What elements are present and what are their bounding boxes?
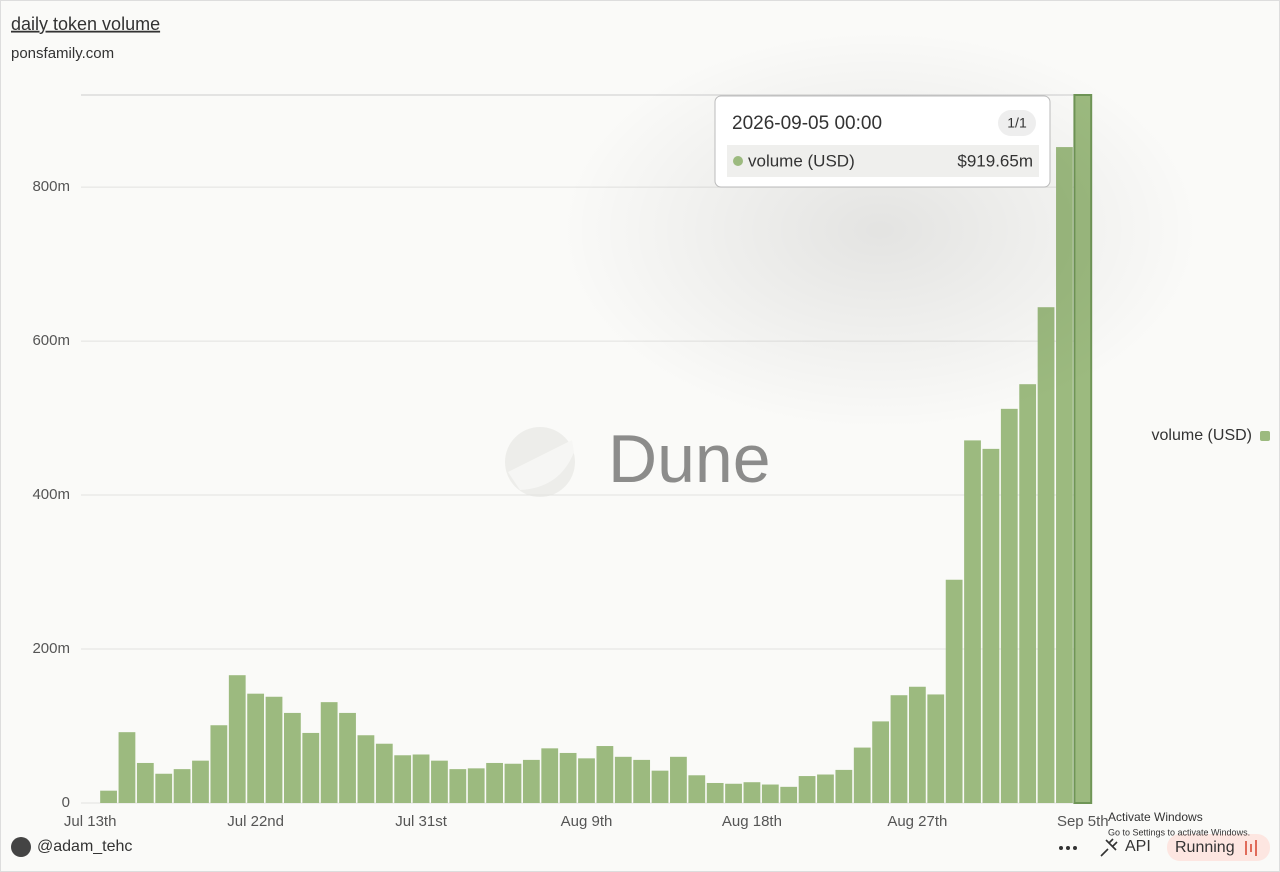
bar [982, 448, 1000, 803]
bar [339, 712, 356, 803]
tooltip-page-pill [998, 110, 1036, 136]
y-tick-label: 800m [32, 178, 70, 195]
bar [872, 721, 889, 803]
y-tick-label: 0 [62, 794, 70, 811]
bar [284, 712, 301, 803]
bar [302, 732, 320, 803]
tooltip-page: 1/1 [1007, 115, 1027, 131]
bar [964, 440, 981, 803]
author[interactable]: @adam_tehc [37, 838, 132, 855]
tooltip-swatch [733, 156, 743, 166]
status-icon [1245, 840, 1257, 856]
bar [908, 686, 926, 803]
watermark-text: Dune [608, 421, 771, 497]
bar [780, 786, 798, 803]
bar [761, 784, 779, 803]
tooltip-shadow [560, 30, 1200, 430]
bar [890, 695, 908, 803]
api-button[interactable]: API [1125, 838, 1151, 855]
bar [596, 746, 614, 803]
bar [118, 732, 136, 803]
legend-label: volume (USD) [1152, 427, 1252, 444]
bar [522, 759, 540, 803]
y-tick-label: 200m [32, 640, 70, 657]
bar [265, 696, 283, 803]
bar [1037, 307, 1055, 803]
bar [798, 776, 816, 803]
bar [541, 748, 559, 803]
bar [100, 790, 117, 803]
bar [927, 694, 945, 803]
x-tick-label: Jul 31st [395, 813, 448, 830]
bar [670, 756, 687, 803]
avatar [11, 837, 31, 857]
bar [467, 768, 485, 803]
bar [173, 769, 191, 803]
x-tick-label: Sep 5th [1057, 813, 1109, 830]
x-tick-label: Jul 22nd [227, 813, 284, 830]
status-pill[interactable] [1167, 834, 1270, 861]
y-tick-label: 400m [32, 486, 70, 503]
x-tick-label: Aug 18th [722, 813, 782, 830]
bar [210, 725, 228, 803]
bar [1019, 384, 1037, 803]
bar [853, 747, 871, 803]
chart-title[interactable]: daily token volume [11, 14, 160, 34]
bar [228, 675, 246, 803]
status-text: Running [1175, 839, 1235, 856]
bar [945, 579, 963, 803]
bar [688, 775, 706, 803]
bar [633, 759, 651, 803]
more-icon[interactable] [1059, 846, 1077, 850]
bar [743, 782, 761, 803]
bar [578, 758, 595, 803]
tooltip-row [727, 145, 1039, 177]
api-icon [1100, 838, 1118, 857]
bar [136, 762, 154, 803]
bar [817, 774, 834, 803]
bar [1000, 408, 1018, 803]
bar [449, 769, 467, 803]
bar [559, 752, 577, 803]
bar [651, 770, 669, 803]
bar [192, 760, 209, 803]
tooltip-value: $919.65m [957, 151, 1033, 170]
bar [504, 763, 522, 803]
bar [431, 760, 448, 803]
watermark: Dune [505, 421, 771, 497]
bar [486, 762, 503, 803]
tooltip: 2026-09-05 00:00 1/1 volume (USD) $919.6… [714, 95, 1051, 188]
x-tick-label: Jul 13th [64, 813, 117, 830]
bar [725, 783, 742, 803]
chart-subtitle: ponsfamily.com [11, 45, 114, 62]
legend-swatch [1260, 431, 1270, 441]
tooltip-title: 2026-09-05 00:00 [732, 113, 882, 134]
tooltip-series: volume (USD) [748, 151, 855, 170]
bar [412, 754, 430, 803]
bar [375, 743, 393, 803]
bar [357, 735, 375, 803]
footer: @adam_tehc API Running Activate Windows … [11, 810, 1270, 861]
bar [394, 755, 412, 803]
bar [155, 773, 173, 803]
bar [706, 782, 724, 803]
y-tick-label: 600m [32, 332, 70, 349]
bar [320, 702, 338, 803]
os-notice: Activate Windows [1108, 810, 1203, 824]
bar [247, 693, 265, 803]
bar [835, 769, 853, 803]
x-tick-label: Aug 27th [887, 813, 947, 830]
x-tick-label: Aug 9th [561, 813, 613, 830]
bar [614, 756, 632, 803]
os-notice-sub: Go to Settings to activate Windows. [1108, 827, 1250, 837]
